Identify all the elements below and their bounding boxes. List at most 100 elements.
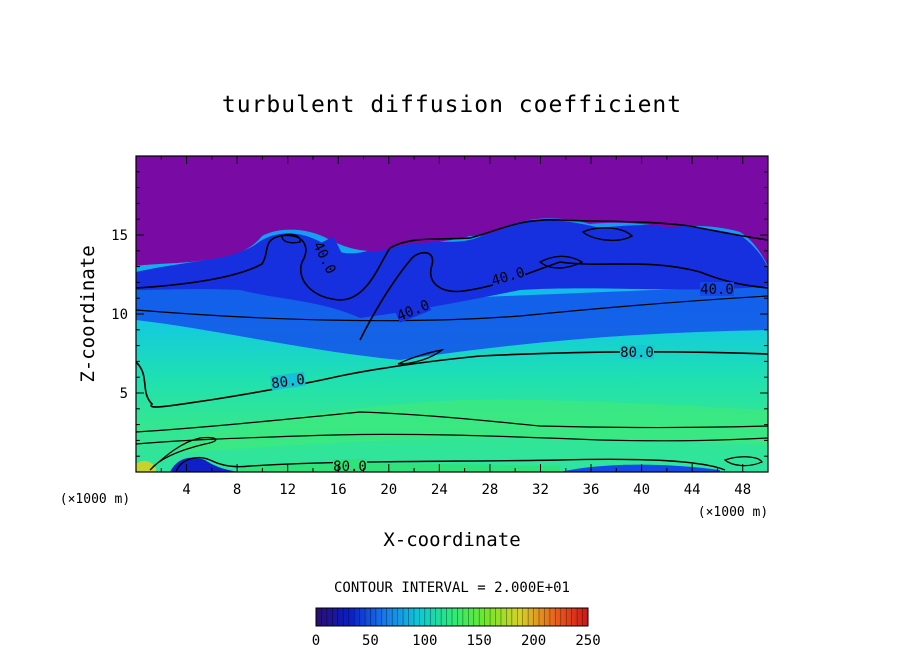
colorbar-swatch [379,608,382,626]
green-core [180,399,768,452]
colorbar-tick-label: 50 [362,633,379,649]
colorbar-swatch [392,608,395,626]
contour-line [397,348,445,365]
x-tick-label: 48 [734,482,751,498]
colorbar-swatch [433,608,437,626]
x-tick-label: 20 [380,482,397,498]
colorbar-swatch [579,608,582,626]
colorbar-swatch [348,608,352,626]
colorbar-swatch [339,608,343,626]
colorbar-swatch [424,608,428,626]
purple-upper-layer [136,156,768,266]
colorbar-tick-label: 200 [521,633,546,649]
bottom-green-strip [240,463,560,472]
colorbar-swatch [503,608,506,626]
colorbar-swatch [322,608,326,626]
colorbar-swatch [468,608,471,626]
colorbar-swatch [405,608,408,626]
colorbar-swatch [333,608,336,626]
colorbar-swatch [398,608,402,626]
colorbar-swatch [540,608,543,626]
colorbar-swatch [426,608,430,626]
colorbar-swatch [533,608,537,626]
x-unit-label-left: (×1000 m) [60,492,130,507]
colorbar-swatch [372,608,376,626]
blue-band [136,281,768,360]
contour-line [538,255,584,269]
x-tick-label: 16 [330,482,347,498]
y-axis-label: Z-coordinate [77,245,99,382]
colorbar-swatch [344,608,347,626]
colorbar-swatch [326,608,330,626]
x-tick-label: 36 [583,482,600,498]
colorbar-swatch [518,608,521,626]
colorbar-swatch [544,608,548,626]
colorbar-swatch [400,608,404,626]
contour-labels: 40.0 40.0 40.0 40.0 80.0 80.0 80.0 [270,236,734,475]
colorbar-swatch [496,608,500,626]
colorbar-swatch [555,608,558,626]
colorbar-swatch [511,608,515,626]
colorbar-swatch [485,608,489,626]
colorbar-swatch [350,608,354,626]
colorbar-swatch [577,608,580,626]
wave-region [136,219,768,318]
colorbar-swatch [477,608,480,626]
colorbar-tick-label: 150 [467,633,492,649]
colorbar-swatch [324,608,328,626]
colorbar-swatch [381,608,384,626]
colorbar-swatch [585,608,589,626]
colorbar-swatch [520,608,524,626]
bottom-blue-left [170,457,240,472]
colorbar-swatch [355,608,358,626]
colorbar-swatch [446,608,450,626]
colorbar-swatch [492,608,495,626]
colorbar-tick-label: 250 [575,633,600,649]
contour-label: 80.0 [620,345,654,361]
bottom-blue-right [560,464,720,472]
colorbar-swatch [437,608,441,626]
contour-line [723,456,763,467]
contour-label: 40.0 [700,282,734,298]
contour-interval-text: CONTOUR INTERVAL = 2.000E+01 [334,580,570,596]
colorbar-swatch [361,608,365,626]
colorbar-swatch [459,608,463,626]
colorbar-swatch [564,608,567,626]
colorbar-swatch [413,608,417,626]
colorbar-swatch [574,608,578,626]
colorbar-swatch [514,608,517,626]
x-tick-label: 24 [431,482,448,498]
colorbar-swatch [479,608,482,626]
colorbar-swatch [409,608,413,626]
y-tick-label: 10 [111,307,128,323]
chart-title: turbulent diffusion coefficient [222,92,682,118]
field-area [136,156,768,472]
colorbar-swatch [453,608,456,626]
contour-line [136,433,768,445]
colorbar-swatch [431,608,434,626]
colorbar-swatch [442,608,445,626]
contour-line [136,295,768,322]
colorbar-swatch [366,608,369,626]
colorbar-swatch [561,608,565,626]
y-tick-label: 15 [111,228,128,244]
colorbar-swatch [316,608,319,626]
colorbar-swatch [337,608,341,626]
colorbar-swatch [572,608,576,626]
contour-line [149,436,217,471]
colorbar-ticks: 0 50 100 150 200 250 [312,633,601,649]
colorbar-swatch [457,608,461,626]
colorbar-swatch [435,608,439,626]
y-axis-ticks: 5 10 15 [111,171,768,457]
contour-line [359,251,768,341]
contour-line [281,233,301,244]
x-tick-label: 44 [684,482,701,498]
colorbar-swatch [557,608,561,626]
colorbar-swatch [420,608,424,626]
colorbar-swatch [542,608,545,626]
colorbar-swatch [394,608,397,626]
colorbar-swatch [546,608,550,626]
colorbar-swatch [463,608,467,626]
x-axis-ticks: 4 8 12 16 20 24 28 32 36 40 44 48 [160,156,751,498]
